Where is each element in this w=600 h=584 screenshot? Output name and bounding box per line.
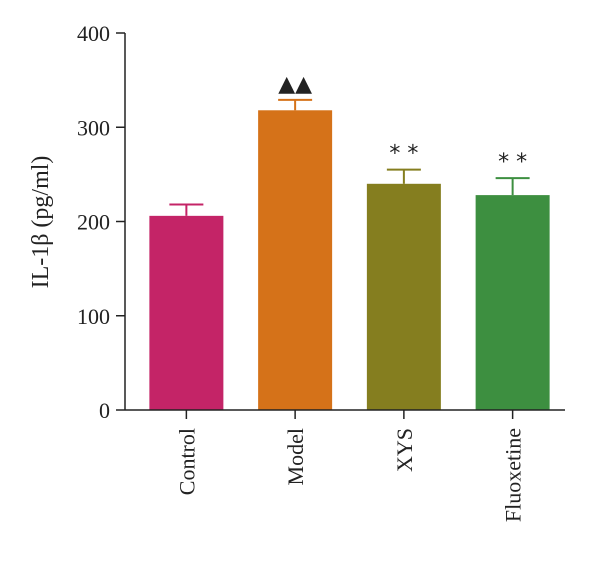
y-tick-label: 0 <box>99 398 110 423</box>
y-tick-label: 200 <box>77 210 110 235</box>
category-label: Fluoxetine <box>501 428 526 522</box>
category-label: XYS <box>392 428 417 472</box>
y-axis: 0 100 200 300 400 <box>77 21 126 423</box>
x-axis: Control Model XYS Fluoxetine <box>125 409 565 522</box>
category-label: Model <box>283 428 308 485</box>
y-axis-label: IL-1β (pg/ml) <box>28 156 54 289</box>
significance-marker: * * <box>389 142 418 167</box>
y-tick-label: 300 <box>77 115 110 140</box>
bar-xys <box>366 183 441 410</box>
category-label: Control <box>174 428 199 495</box>
bar-model <box>258 110 333 410</box>
significance-marker: * * <box>498 150 527 175</box>
y-tick-label: 100 <box>77 304 110 329</box>
bar-control <box>149 215 224 410</box>
bars-group: ▲▲ * * * * <box>149 72 550 410</box>
y-tick-label: 400 <box>77 21 110 46</box>
significance-marker: ▲▲ <box>278 72 312 97</box>
bar-fluoxetine <box>475 195 550 410</box>
